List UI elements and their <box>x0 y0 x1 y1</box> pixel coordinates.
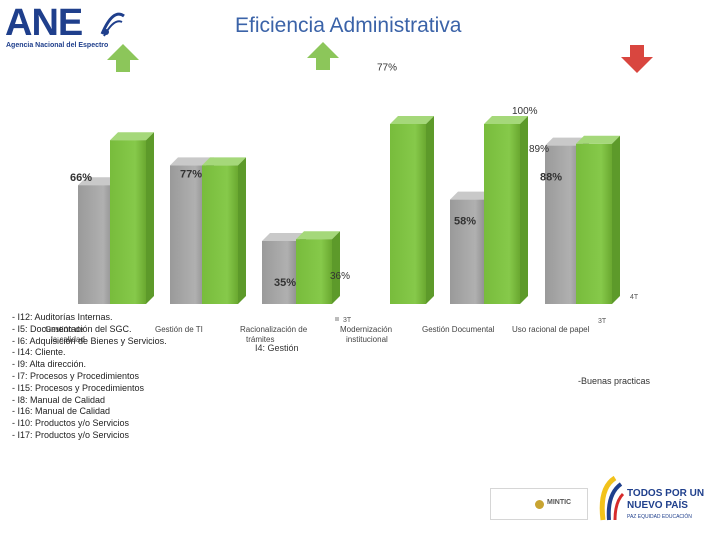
bar-data-label: 58% <box>454 216 476 228</box>
up-arrow-green-icon <box>107 44 139 72</box>
indicator-list-item: - I16: Manual de Calidad <box>12 406 111 417</box>
legend-entry: 3T <box>598 318 607 325</box>
indicator-list-item: - I7: Procesos y Procedimientos <box>12 370 140 381</box>
bar-data-label: 77% <box>377 62 397 73</box>
indicator-list-item: - I17: Productos y/o Servicios <box>12 429 130 440</box>
bar-data-label: 66% <box>70 172 92 184</box>
indicator-list-item: - I8: Manual de Calidad <box>12 394 106 405</box>
slogan-line-2: NUEVO PAÍS <box>627 500 688 511</box>
page-title: Eficiencia Administrativa <box>235 14 462 37</box>
category-label: Gestión de la calidad <box>45 325 85 344</box>
indicator-list-item: - I15: Procesos y Procedimientos <box>12 382 145 393</box>
bar-3t-4 <box>484 116 528 304</box>
ane-logo: ANE Agencia Nacional del Espectro <box>2 2 130 52</box>
bar-data-label: 77% <box>180 168 202 180</box>
mintic-label: MINTIC <box>547 499 572 506</box>
bar-data-label: 35% <box>274 277 296 289</box>
indicator-list-item: - I12: Auditorías Internas. <box>12 312 113 322</box>
slogan-line-1: TODOS POR UN <box>627 488 705 499</box>
colombia-seal-icon <box>535 500 544 509</box>
mintic-logo: MINTIC <box>490 488 588 520</box>
todos-por-un-nuevo-pais-logo: TODOS POR UN NUEVO PAÍS PAZ EQUIDAD EDUC… <box>595 474 705 526</box>
logo-swirl-icon <box>100 12 125 37</box>
indicator-list-item: - I14: Cliente. <box>12 347 66 358</box>
category-label: Gestión de TI <box>155 325 203 334</box>
logo-main-text: ANE <box>5 2 83 44</box>
category-label: Gestión Documental <box>422 325 495 334</box>
bar-data-label: 89% <box>529 144 549 155</box>
bar-3t-2 <box>296 231 340 304</box>
note-i4: I4: Gestión <box>255 343 299 353</box>
indicator-list-item: - I10: Productos y/o Servicios <box>12 418 130 429</box>
legend-entry: 3T <box>343 317 352 324</box>
note-buenas-practicas: -Buenas practicas <box>578 376 651 386</box>
bar-3t-0 <box>110 132 154 304</box>
slogan-line-3: PAZ EQUIDAD EDUCACIÓN <box>627 514 692 520</box>
logo-subtitle: Agencia Nacional del Espectro <box>6 42 109 49</box>
bar-3t-3 <box>390 116 434 304</box>
bar-data-label: 88% <box>540 172 562 184</box>
flag-swoosh-icon <box>599 475 625 521</box>
category-label: Racionalización de trámites <box>240 325 308 344</box>
indicator-list-item: - I5: Documentación del SGC. <box>12 323 132 334</box>
category-label: Modernización institucional <box>340 325 392 344</box>
indicator-list: - I12: Auditorías Internas. - I5: Documen… <box>12 312 167 442</box>
indicator-list-item: - I6: Adquisición de Bienes y Servicios. <box>12 335 167 346</box>
down-arrow-red-icon <box>621 45 653 73</box>
bar-3t-1 <box>202 157 246 304</box>
bar-base-1 <box>170 157 214 304</box>
bar-data-label: 100% <box>512 106 538 117</box>
bar-4t-5 <box>576 135 620 304</box>
category-label: Uso racional de papel <box>512 325 590 334</box>
legend-entry: 4T <box>630 294 639 301</box>
up-arrow-green-icon <box>307 42 339 70</box>
bar-data-label: 36% <box>330 271 350 282</box>
indicator-list-item: - I9: Alta dirección. <box>12 359 87 370</box>
legend-swatch <box>335 317 339 321</box>
